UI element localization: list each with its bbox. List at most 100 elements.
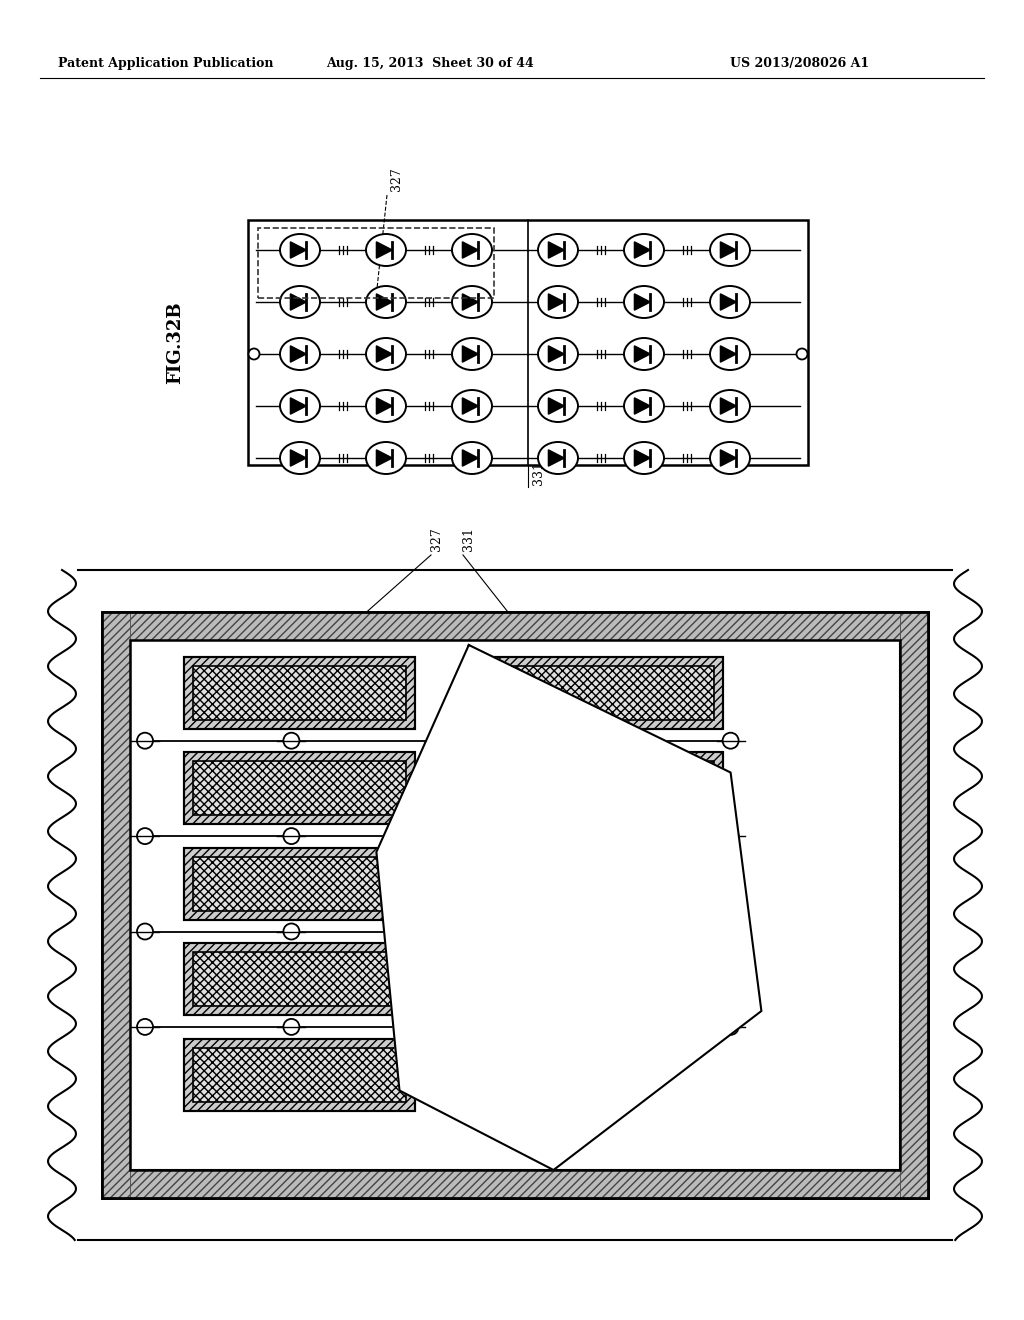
Polygon shape xyxy=(721,294,736,310)
Bar xyxy=(130,640,900,1170)
Ellipse shape xyxy=(452,389,492,422)
Polygon shape xyxy=(635,242,650,259)
Circle shape xyxy=(137,733,153,748)
Circle shape xyxy=(430,733,445,748)
Ellipse shape xyxy=(366,286,406,318)
Circle shape xyxy=(797,348,808,359)
Polygon shape xyxy=(549,242,564,259)
Bar xyxy=(130,640,900,1170)
Text: 327: 327 xyxy=(390,168,403,191)
Polygon shape xyxy=(635,294,650,310)
Ellipse shape xyxy=(280,442,319,474)
Circle shape xyxy=(137,1019,153,1035)
Circle shape xyxy=(430,924,445,940)
Ellipse shape xyxy=(624,286,664,318)
Ellipse shape xyxy=(452,442,492,474)
Ellipse shape xyxy=(538,338,578,370)
Ellipse shape xyxy=(710,234,750,267)
Polygon shape xyxy=(291,346,306,362)
Circle shape xyxy=(577,828,592,843)
Bar xyxy=(258,228,494,298)
Bar xyxy=(184,847,415,920)
Text: FIG.32A: FIG.32A xyxy=(113,865,131,945)
Bar xyxy=(492,752,723,825)
Bar xyxy=(492,657,723,729)
Polygon shape xyxy=(377,294,392,310)
Polygon shape xyxy=(721,242,736,259)
Bar xyxy=(193,1048,406,1102)
Ellipse shape xyxy=(452,338,492,370)
Bar xyxy=(184,657,415,729)
Bar xyxy=(492,657,723,729)
Circle shape xyxy=(723,924,738,940)
Polygon shape xyxy=(291,294,306,310)
Ellipse shape xyxy=(280,234,319,267)
Bar xyxy=(193,857,406,911)
Ellipse shape xyxy=(624,389,664,422)
Polygon shape xyxy=(549,450,564,466)
Polygon shape xyxy=(463,294,478,310)
Ellipse shape xyxy=(710,442,750,474)
Polygon shape xyxy=(291,242,306,259)
Bar xyxy=(102,612,130,1199)
Polygon shape xyxy=(463,346,478,362)
Ellipse shape xyxy=(624,234,664,267)
Polygon shape xyxy=(377,346,392,362)
Circle shape xyxy=(723,733,738,748)
Bar xyxy=(900,612,928,1199)
Polygon shape xyxy=(377,397,392,414)
Bar xyxy=(184,1039,415,1110)
Circle shape xyxy=(284,1019,299,1035)
Polygon shape xyxy=(635,450,650,466)
Bar xyxy=(492,752,723,825)
Polygon shape xyxy=(377,645,762,1170)
Polygon shape xyxy=(463,242,478,259)
Polygon shape xyxy=(721,346,736,362)
Text: Patent Application Publication: Patent Application Publication xyxy=(58,57,273,70)
Circle shape xyxy=(284,733,299,748)
Bar xyxy=(184,657,415,729)
Polygon shape xyxy=(549,294,564,310)
Bar xyxy=(102,612,928,1199)
Circle shape xyxy=(723,1019,738,1035)
Circle shape xyxy=(249,348,259,359)
Ellipse shape xyxy=(280,389,319,422)
Ellipse shape xyxy=(538,442,578,474)
Circle shape xyxy=(723,828,738,843)
Bar xyxy=(130,1170,900,1199)
Polygon shape xyxy=(377,242,392,259)
Text: 327: 327 xyxy=(430,527,443,550)
Polygon shape xyxy=(635,346,650,362)
Bar xyxy=(184,847,415,920)
Ellipse shape xyxy=(710,338,750,370)
Polygon shape xyxy=(463,450,478,466)
Circle shape xyxy=(430,1019,445,1035)
Polygon shape xyxy=(721,397,736,414)
Bar xyxy=(184,1039,415,1110)
Bar xyxy=(184,752,415,825)
Circle shape xyxy=(137,828,153,843)
Text: FIG.32B: FIG.32B xyxy=(166,301,184,384)
Ellipse shape xyxy=(452,286,492,318)
Text: Aug. 15, 2013  Sheet 30 of 44: Aug. 15, 2013 Sheet 30 of 44 xyxy=(326,57,534,70)
Ellipse shape xyxy=(366,442,406,474)
Bar xyxy=(130,612,900,640)
Polygon shape xyxy=(463,397,478,414)
Ellipse shape xyxy=(538,389,578,422)
Bar xyxy=(102,612,928,1199)
Ellipse shape xyxy=(710,389,750,422)
Polygon shape xyxy=(635,397,650,414)
Polygon shape xyxy=(549,346,564,362)
Polygon shape xyxy=(291,397,306,414)
Ellipse shape xyxy=(366,234,406,267)
Bar xyxy=(184,944,415,1015)
Polygon shape xyxy=(377,450,392,466)
Circle shape xyxy=(284,924,299,940)
Bar xyxy=(193,952,406,1006)
Ellipse shape xyxy=(538,234,578,267)
Bar xyxy=(184,752,415,825)
Circle shape xyxy=(284,828,299,843)
Ellipse shape xyxy=(366,338,406,370)
Circle shape xyxy=(430,828,445,843)
Text: 331: 331 xyxy=(462,527,475,550)
